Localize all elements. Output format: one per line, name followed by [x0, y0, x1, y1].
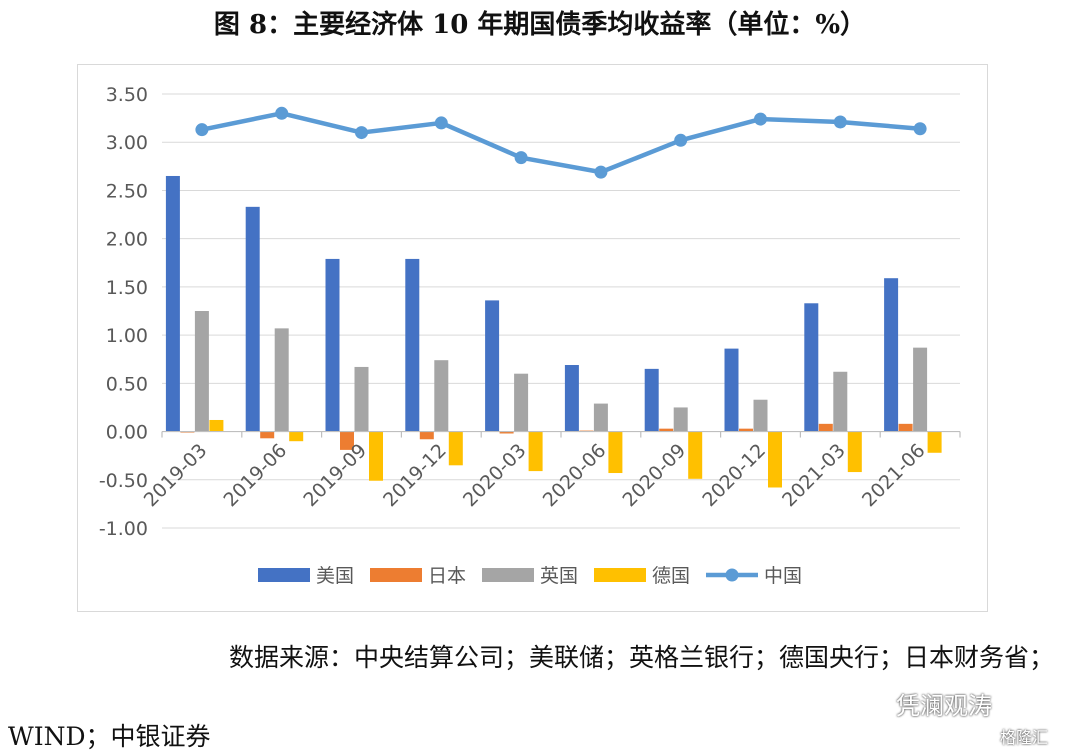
y-tick-label: 1.00 [106, 325, 148, 347]
bar-美国-2020-03 [485, 300, 500, 432]
chart-frame [77, 64, 988, 612]
bar-德国-2021-06 [927, 431, 942, 453]
y-tick-label: -1.00 [99, 518, 148, 540]
bar-美国-2020-09 [644, 368, 659, 432]
chart-title: 图 8：主要经济体 10 年期国债季均收益率（单位：%） [213, 10, 867, 40]
point-中国-2019-06 [275, 106, 289, 120]
legend-swatch-日本 [370, 568, 422, 582]
bar-德国-2020-12 [768, 431, 782, 488]
bar-美国-2019-09 [325, 258, 340, 432]
point-中国-2021-06 [913, 122, 927, 136]
y-tick-label: 3.50 [106, 84, 148, 106]
bar-德国-2019-12 [448, 431, 463, 466]
x-tick-label: 2020-09 [619, 440, 691, 512]
bar-日本-2020-03 [499, 431, 514, 434]
y-tick-label: 0.50 [106, 373, 148, 395]
bar-德国-2020-09 [688, 431, 703, 479]
bar-德国-2020-03 [528, 431, 543, 472]
source-line-1: 数据来源：中央结算公司；美联储；英格兰银行；德国央行；日本财务省； [228, 643, 1054, 672]
bar-美国-2021-06 [884, 278, 899, 432]
bar-英国-2019-09 [354, 366, 369, 432]
bar-美国-2019-06 [245, 206, 260, 432]
chart-canvas: 3.50 3.00 2.50 2.00 1.50 1.00 0.50 0.00 -0.50 -1.… [99, 84, 961, 587]
bar-德国-2019-09 [369, 431, 383, 481]
legend-swatch-英国 [482, 568, 534, 582]
bar-美国-2020-12 [724, 348, 739, 432]
point-中国-2019-12 [434, 116, 448, 130]
legend-label-英国: 英国 [540, 565, 578, 587]
legend-swatch-德国 [594, 568, 646, 582]
x-tick-label: 2019-12 [379, 440, 451, 512]
point-中国-2020-09 [674, 133, 688, 147]
y-tick-label: 3.00 [106, 132, 148, 154]
legend-swatch-美国 [258, 568, 310, 582]
x-tick-label: 2019-03 [140, 440, 212, 512]
watermark-logo-text: 格隆汇 [1000, 728, 1049, 747]
bar-日本-2019-09 [340, 431, 354, 450]
point-中国-2019-03 [195, 123, 209, 137]
point-中国-2019-09 [355, 126, 368, 140]
y-tick-label: -0.50 [99, 470, 148, 492]
y-tick-label: 0.00 [106, 422, 148, 444]
bar-美国-2019-12 [405, 258, 420, 432]
y-tick-label: 2.50 [106, 180, 148, 202]
bar-英国-2020-09 [673, 407, 688, 432]
bar-日本-2020-09 [659, 428, 674, 432]
legend-label-日本: 日本 [428, 565, 466, 587]
bar-美国-2020-06 [564, 365, 579, 432]
gridlines [162, 93, 960, 529]
x-tick-label: 2020-12 [698, 440, 770, 512]
y-tick-label: 2.00 [106, 229, 148, 251]
bar-美国-2019-03 [165, 175, 180, 432]
point-中国-2020-12 [754, 112, 767, 126]
bar-德国-2020-06 [608, 431, 623, 474]
bar-美国-2021-03 [804, 303, 819, 432]
line-中国 [199, 111, 923, 175]
x-tick-label: 2020-06 [539, 440, 611, 512]
bar-英国-2019-06 [274, 328, 289, 432]
source-line-2: WIND；中银证券 [8, 722, 211, 751]
x-tick-label: 2021-06 [858, 440, 930, 512]
point-中国-2020-06 [594, 165, 608, 179]
x-tick-label: 2020-03 [459, 440, 531, 512]
bar-英国-2020-12 [753, 399, 768, 432]
legend: 美国 日本 英国 德国 中国 [258, 565, 802, 587]
legend-label-中国: 中国 [764, 565, 802, 587]
bar-德国-2021-03 [847, 431, 862, 473]
bars [165, 175, 942, 488]
bar-英国-2019-03 [194, 311, 209, 432]
bar-英国-2019-12 [434, 360, 449, 432]
watermark-text: 凭澜观涛 [896, 692, 992, 720]
legend-label-美国: 美国 [316, 565, 354, 587]
bar-德国-2019-06 [289, 431, 304, 442]
bar-日本-2020-12 [739, 428, 753, 432]
x-tick-label: 2021-03 [778, 440, 850, 512]
bar-日本-2021-06 [898, 423, 913, 432]
x-tick-label: 2019-09 [299, 440, 371, 512]
point-中国-2021-03 [833, 115, 847, 129]
y-tick-label: 1.50 [106, 277, 148, 299]
bar-日本-2019-06 [260, 431, 275, 439]
bar-德国-2019-03 [209, 419, 224, 432]
bar-英国-2020-03 [514, 373, 529, 432]
x-tick-label: 2019-06 [220, 440, 292, 512]
bar-英国-2020-06 [593, 403, 608, 432]
bar-英国-2021-06 [913, 347, 928, 432]
bar-英国-2021-03 [833, 371, 848, 432]
bar-日本-2019-12 [419, 431, 434, 440]
legend-label-德国: 德国 [652, 565, 690, 587]
legend-marker-中国 [725, 568, 739, 582]
bar-日本-2021-03 [818, 423, 833, 432]
point-中国-2020-03 [514, 151, 528, 165]
axes [161, 430, 961, 438]
line-series [195, 106, 927, 179]
